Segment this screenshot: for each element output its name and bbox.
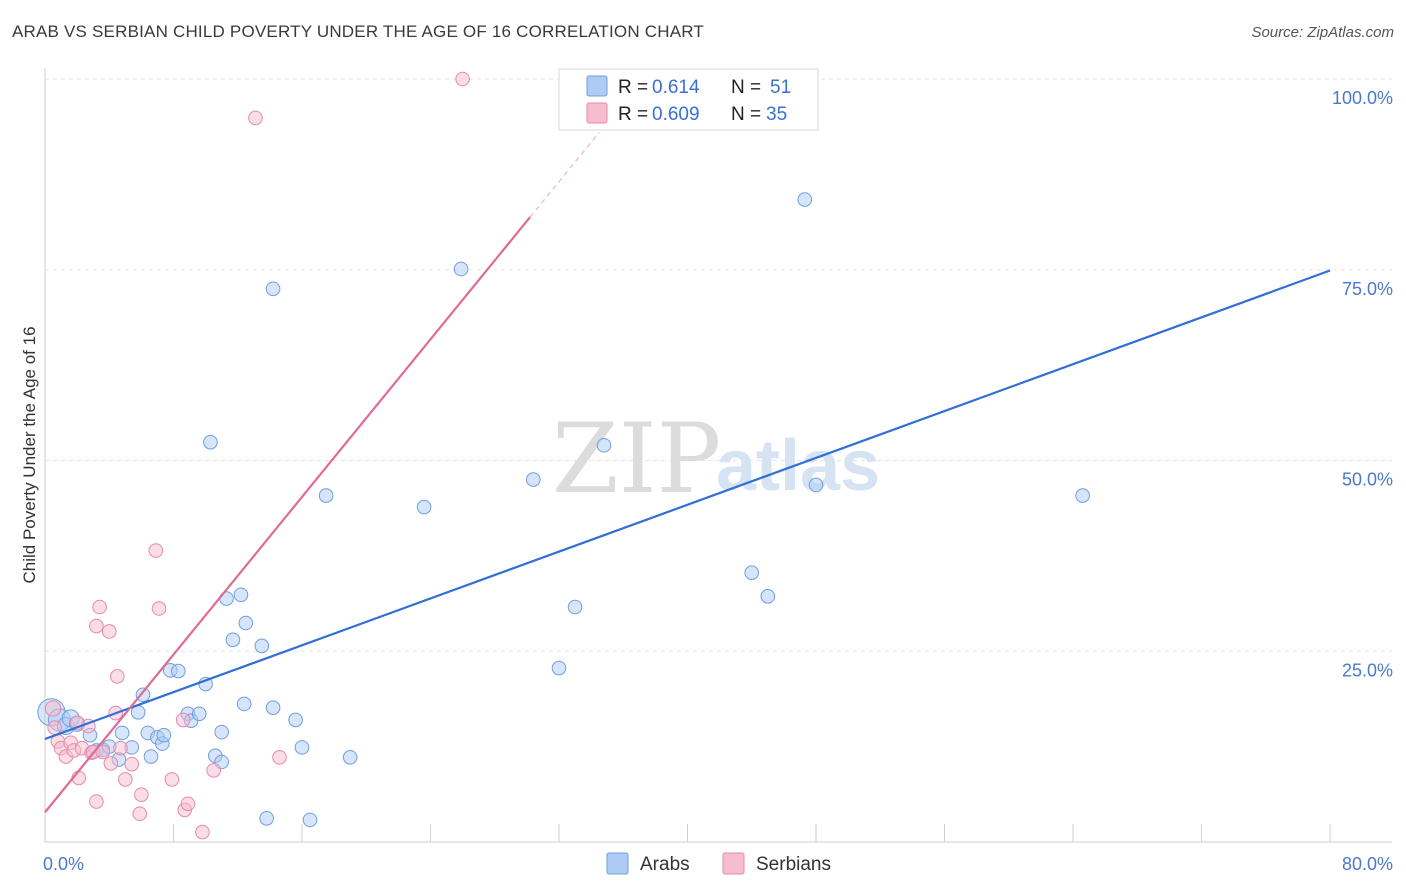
legend-n-value-serbians: 35 [766, 104, 787, 125]
trend-line-serbians [44, 216, 531, 813]
arabs-point [302, 812, 318, 828]
bottom-legend-swatch-serbians [722, 852, 745, 875]
x-tick-labels: 0.0% 80.0% [43, 854, 1393, 874]
bottom-legend: Arabs Serbians [606, 852, 831, 875]
arabs-point [265, 281, 281, 297]
legend-n-label-serbians: N = [731, 104, 761, 125]
trend-line-arabs [44, 269, 1331, 741]
serbians-point [47, 720, 62, 735]
serbians-point [95, 744, 111, 760]
y-tick-label-1: 50.0% [1342, 470, 1393, 490]
arabs-point [318, 488, 334, 503]
serbians-point [89, 618, 104, 634]
serbians-point [195, 824, 210, 840]
legend-r-label-arabs: R = [618, 77, 648, 98]
serbians-point [134, 787, 149, 802]
watermark-zip: ZIP [552, 403, 721, 515]
arabs-point [265, 700, 281, 716]
bottom-legend-swatch-arabs [606, 852, 629, 875]
x-tick-label-0: 0.0% [43, 854, 84, 874]
arabs-point [342, 750, 358, 765]
arabs-point [294, 740, 310, 755]
arabs-point [288, 712, 303, 728]
y-tick-label-2: 75.0% [1342, 279, 1393, 299]
arabs-point [254, 638, 270, 654]
arabs-point [551, 660, 567, 676]
legend-n-label-arabs: N = [731, 77, 761, 98]
y-tick-label-3: 100.0% [1332, 88, 1393, 108]
serbians-point [101, 624, 117, 639]
serbians-point [180, 796, 196, 812]
y-tick-labels: 25.0% 50.0% 75.0% 100.0% [1332, 88, 1393, 680]
bottom-legend-label-serbians: Serbians [756, 854, 831, 875]
arabs-point [1075, 488, 1090, 503]
arabs-point [259, 811, 274, 826]
legend-swatch-serbians [586, 102, 608, 124]
bottom-legend-label-arabs: Arabs [640, 854, 690, 875]
chart-title: ARAB VS SERBIAN CHILD POVERTY UNDER THE … [12, 22, 704, 41]
arabs-point [156, 727, 172, 743]
arabs-point [797, 192, 813, 207]
serbians-point [148, 543, 164, 558]
serbians-point [248, 110, 263, 126]
legend-n-value-arabs: 51 [770, 77, 791, 98]
watermark: ZIP atlas [552, 403, 880, 515]
serbians-point [124, 756, 140, 772]
serbians-point [132, 806, 148, 822]
source-label: Source: ZipAtlas.com [1251, 24, 1394, 41]
grid-lines [45, 78, 1392, 652]
legend-r-value-serbians: 0.609 [652, 104, 700, 125]
serbians-point [89, 794, 104, 809]
y-tick-label-0: 25.0% [1342, 660, 1393, 680]
serbians-point [164, 772, 180, 787]
y-axis-label: Child Poverty Under the Age of 16 [20, 326, 39, 583]
arabs-point [135, 687, 151, 703]
arabs-point [171, 663, 186, 679]
serbians-point [118, 772, 133, 787]
legend-swatch-arabs [586, 75, 608, 97]
arabs-point [596, 437, 612, 453]
watermark-atlas: atlas [716, 426, 880, 506]
arabs-point [416, 499, 432, 515]
arabs-point [143, 749, 159, 764]
arabs-point [453, 261, 469, 277]
legend-r-value-arabs: 0.614 [652, 77, 700, 98]
arabs-point [225, 632, 241, 648]
arabs-point [238, 615, 254, 631]
serbians-point [103, 756, 119, 771]
serbians-point [206, 762, 221, 778]
arabs-point [233, 587, 249, 603]
arabs-point [203, 434, 218, 450]
trend-lines [44, 132, 1331, 813]
x-tick-label-1: 80.0% [1342, 854, 1393, 874]
arabs-point [236, 696, 252, 712]
serbians-point [455, 71, 470, 87]
serbians-point [272, 750, 287, 765]
trend-line-serbians-extension [529, 132, 600, 218]
arabs-point [526, 472, 541, 487]
serbians-point [175, 712, 191, 728]
arabs-point [567, 599, 583, 615]
arabs-point [191, 706, 207, 722]
legend: R = 0.614 N = 51 R = 0.609 N = 35 [558, 68, 819, 131]
legend-r-label-serbians: R = [618, 104, 648, 125]
serbians-point [44, 700, 62, 717]
arabs-point [760, 589, 776, 604]
serbians-point [151, 601, 167, 616]
arabs-point [808, 477, 824, 493]
serbians-point [109, 669, 125, 684]
arabs-point [114, 725, 130, 741]
serbians-point [92, 599, 107, 615]
arabs-point [744, 565, 760, 580]
serbians-point [113, 740, 128, 756]
series-serbians-points [44, 71, 470, 840]
arabs-point [214, 724, 229, 740]
